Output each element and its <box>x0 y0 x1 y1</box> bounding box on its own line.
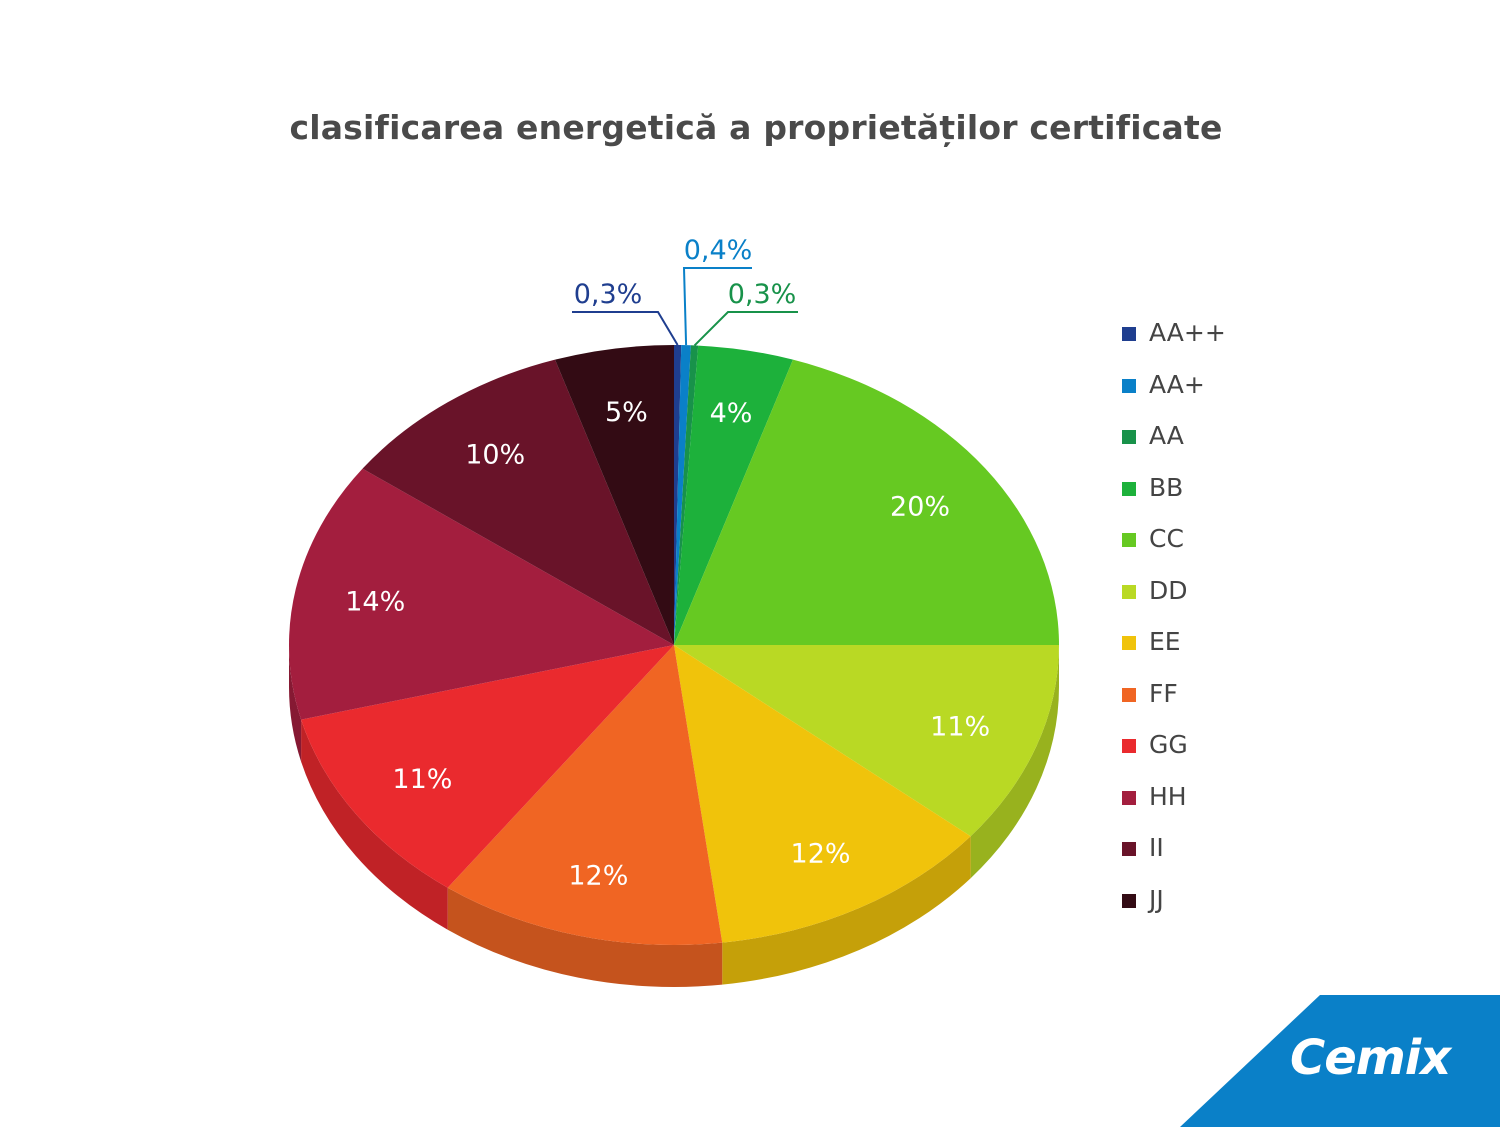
pie-slice-aaplusplus <box>674 345 682 645</box>
legend-swatch <box>1122 893 1136 908</box>
legend-swatch <box>1122 842 1136 856</box>
legend-label: II <box>1149 833 1164 862</box>
pie-side-dd <box>970 645 1059 879</box>
legend-swatch <box>1122 636 1136 650</box>
callout-label-aaplus: 0,4% <box>684 235 753 266</box>
slice-label-cc: 20% <box>890 492 950 523</box>
pie-slice-labels: 4% 20% 11% 12% 12% 11% 14% 10% 5% <box>345 397 990 892</box>
slice-label-bb: 4% <box>710 398 753 429</box>
callout-line-aaplusplus <box>572 311 679 346</box>
slice-label-hh: 14% <box>345 587 405 618</box>
pie-slice-cc <box>674 359 1059 645</box>
legend-swatch <box>1122 378 1136 393</box>
slice-label-dd: 11% <box>930 711 990 742</box>
legend-swatch <box>1122 790 1136 805</box>
legend-swatch <box>1122 481 1136 496</box>
legend-item: AA+ <box>1122 370 1226 422</box>
pie-callouts: 0,3% 0,4% 0,3% <box>572 235 798 347</box>
legend-swatch <box>1122 687 1136 702</box>
legend-label: CC <box>1149 524 1184 553</box>
legend-item: AA++ <box>1122 318 1226 370</box>
legend-label: AA++ <box>1149 318 1226 347</box>
legend-label: HH <box>1149 781 1187 811</box>
brand-corner-background <box>1180 995 1500 1127</box>
slice-label-gg: 11% <box>392 764 452 795</box>
legend-swatch <box>1122 430 1136 444</box>
legend-label: EE <box>1149 627 1181 656</box>
pie-side-hh <box>289 645 302 762</box>
slice-label-ee: 12% <box>791 839 851 870</box>
legend-label: DD <box>1149 575 1188 605</box>
slice-label-ff: 12% <box>568 861 628 892</box>
legend-label: FF <box>1149 678 1178 708</box>
cemix-logo: Cemix <box>1290 1030 1451 1086</box>
pie-slice-hh <box>289 468 674 720</box>
legend-item: HH <box>1122 782 1226 834</box>
legend-item: DD <box>1122 576 1226 628</box>
legend-item: BB <box>1122 473 1226 525</box>
legend-item: II <box>1122 833 1226 885</box>
legend-swatch <box>1122 739 1136 753</box>
legend-swatch <box>1122 533 1136 547</box>
pie-slice-aaplus <box>674 345 691 645</box>
pie-slice-gg <box>301 645 674 888</box>
legend-label: GG <box>1149 730 1188 759</box>
pie-slice-ff <box>447 645 723 945</box>
callout-label-aa: 0,3% <box>728 279 797 310</box>
legend-item: AA <box>1122 421 1226 473</box>
pie-slice-bb <box>674 345 793 645</box>
legend-item: CC <box>1122 524 1226 576</box>
pie-slice-dd <box>674 645 1059 837</box>
pie-side-ee <box>722 836 971 985</box>
legend-label: BB <box>1149 472 1184 502</box>
slice-label-jj: 5% <box>605 397 648 428</box>
pie-slice-ee <box>674 645 971 943</box>
legend: AA++ AA+ AA BB CC DD EE FF GG HH II JJ <box>1122 318 1226 936</box>
chart-title: clasificarea energetică a proprietăților… <box>289 108 1223 147</box>
legend-swatch <box>1122 584 1136 599</box>
pie-side-ff <box>447 887 723 987</box>
slice-label-ii: 10% <box>465 439 525 470</box>
pie-3d-sides <box>289 645 1059 987</box>
legend-item: EE <box>1122 627 1226 679</box>
legend-swatch <box>1122 327 1136 341</box>
callout-line-aaplus <box>682 267 752 346</box>
legend-item: GG <box>1122 730 1226 782</box>
pie-slice-aa <box>674 345 699 645</box>
legend-label: AA <box>1149 421 1184 450</box>
pie-side-gg <box>301 719 448 930</box>
legend-label: JJ <box>1149 884 1164 914</box>
pie-slices <box>289 345 1059 945</box>
legend-label: AA+ <box>1149 369 1205 399</box>
legend-item: FF <box>1122 679 1226 731</box>
legend-item: JJ <box>1122 885 1226 937</box>
callout-line-aa <box>693 311 798 347</box>
pie-slice-jj <box>555 345 674 645</box>
callout-label-aaplusplus: 0,3% <box>574 279 643 310</box>
pie-slice-ii <box>362 359 674 645</box>
